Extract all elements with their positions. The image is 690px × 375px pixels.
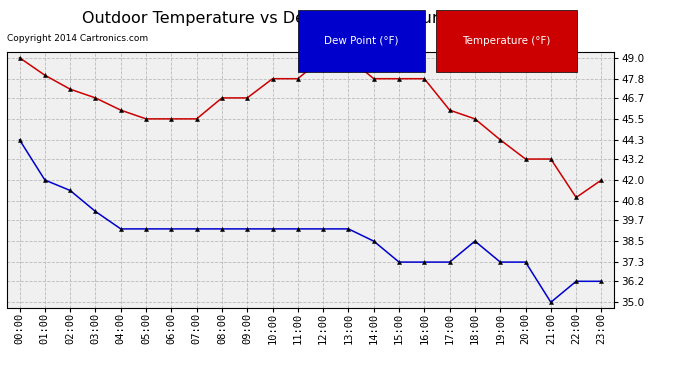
Text: Outdoor Temperature vs Dew Point (24 Hours) 20141021: Outdoor Temperature vs Dew Point (24 Hou… (81, 11, 540, 26)
Text: Copyright 2014 Cartronics.com: Copyright 2014 Cartronics.com (7, 34, 148, 43)
Text: Dew Point (°F): Dew Point (°F) (324, 36, 399, 46)
Text: Temperature (°F): Temperature (°F) (462, 36, 551, 46)
